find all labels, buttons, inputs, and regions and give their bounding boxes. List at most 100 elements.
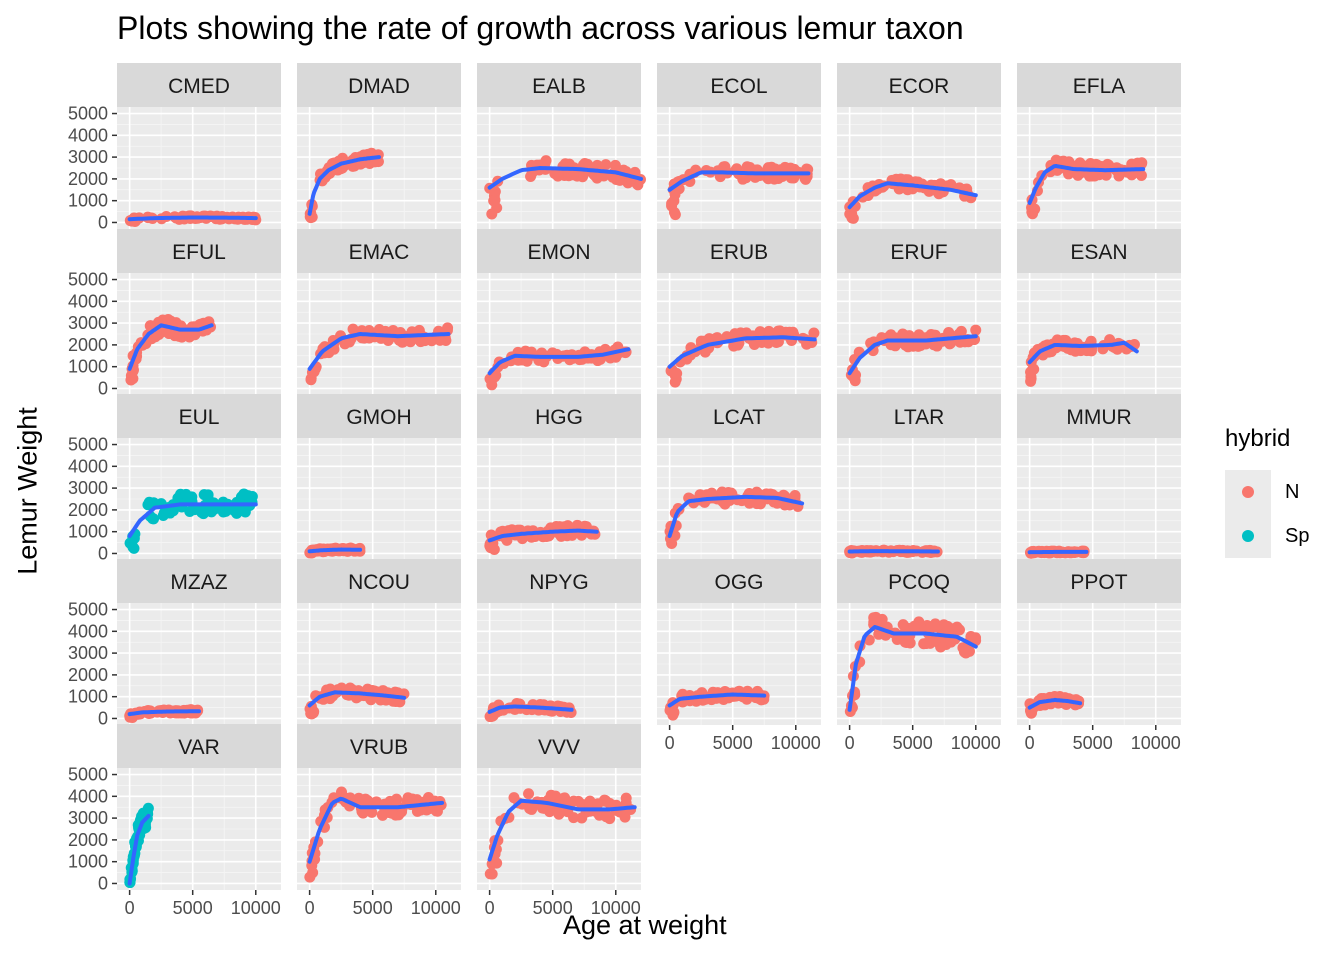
y-tick-label: 0	[98, 212, 108, 232]
x-axis-col-3: 0 5000 10000	[665, 725, 821, 753]
smooth-line-eful	[127, 323, 214, 371]
data-point-ogg	[665, 703, 677, 715]
data-point-vrub	[307, 867, 319, 879]
facet-pcoq: PCOQ	[837, 559, 1001, 725]
chart-title: Plots showing the rate of growth across …	[117, 10, 964, 46]
y-tick-label: 5000	[68, 435, 108, 455]
facet-emac: EMAC	[297, 229, 461, 395]
facet-strip-label-dmad: DMAD	[348, 75, 410, 98]
y-axis-label: Lemur Weight	[12, 407, 43, 575]
data-point-vvv	[523, 788, 535, 800]
data-point-vvv	[558, 792, 570, 804]
facet-strip-label-eful: EFUL	[172, 241, 226, 264]
facet-strip-label-eul: EUL	[179, 406, 220, 429]
facet-strip-label-mmur: MMUR	[1066, 406, 1131, 429]
smooth-line-ecor	[847, 181, 978, 210]
data-point-efla	[1050, 154, 1062, 166]
data-point-eul	[157, 509, 169, 521]
data-point-vvv	[620, 792, 632, 804]
y-tick-label: 1000	[68, 357, 108, 377]
data-point-ecor	[945, 179, 957, 191]
x-axis-col-0: 0 5000 10000	[125, 890, 281, 918]
facet-ncou: NCOU	[297, 559, 461, 725]
facet-strip-esan	[1017, 229, 1181, 273]
data-point-erub	[729, 328, 741, 340]
x-tick-label: 10000	[771, 733, 821, 753]
facet-efla: EFLA	[1017, 63, 1181, 229]
data-point-ecol	[669, 209, 681, 221]
facet-ecol: ECOL	[657, 63, 821, 229]
data-point-eul	[242, 490, 254, 502]
facet-strip-efla	[1017, 63, 1181, 107]
smooth-line-esan	[1027, 340, 1139, 365]
data-point-erub	[754, 326, 766, 338]
data-point-eruf	[885, 329, 897, 341]
smooth-line-efla	[1027, 164, 1146, 205]
y-tick-label: 4000	[68, 291, 108, 311]
data-point-erub	[808, 327, 820, 339]
smooth-line-ogg	[667, 692, 767, 708]
smooth-line-mzaz	[127, 709, 201, 717]
facet-strip-label-lcat: LCAT	[713, 406, 765, 429]
data-point-vrub	[370, 796, 382, 808]
smooth-line-ncou	[307, 690, 407, 708]
legend-title: hybrid	[1225, 425, 1291, 452]
facet-ecor: ECOR	[837, 63, 1001, 229]
y-tick-label: 5000	[68, 104, 108, 124]
data-point-vrub	[336, 786, 348, 798]
data-point-emac	[415, 336, 427, 348]
x-axis-col-2: 0 5000 10000	[485, 890, 641, 918]
y-tick-label: 5000	[68, 765, 108, 785]
y-tick-label: 2000	[68, 665, 108, 685]
facet-strip-ecol	[657, 63, 821, 107]
data-point-emac	[434, 334, 446, 346]
facet-strip-label-ncou: NCOU	[348, 571, 410, 594]
data-point-vvv	[592, 798, 604, 810]
y-tick-label: 2000	[68, 335, 108, 355]
facet-emon: EMON	[477, 229, 641, 395]
data-point-vrub	[411, 805, 423, 817]
data-point-pcoq	[929, 634, 941, 646]
data-point-ecol	[800, 173, 812, 185]
facet-ogg: OGG	[657, 559, 821, 725]
data-point-vvv	[545, 789, 557, 801]
y-tick-label: 1000	[68, 852, 108, 872]
facet-strip-eful	[117, 229, 281, 273]
y-tick-label: 3000	[68, 147, 108, 167]
facet-strip-label-pcoq: PCOQ	[888, 571, 950, 594]
smooth-line-erub	[667, 335, 817, 369]
data-point-vrub	[360, 793, 372, 805]
legend-dot-sp	[1242, 530, 1254, 542]
legend-label-sp: Sp	[1285, 525, 1310, 547]
data-point-efla	[1026, 206, 1038, 218]
smooth-line-pcoq	[847, 625, 978, 712]
y-tick-label: 4000	[68, 456, 108, 476]
y-tick-label: 3000	[68, 313, 108, 333]
data-point-esan	[1028, 363, 1040, 375]
facet-strip-label-ogg: OGG	[714, 571, 763, 594]
x-tick-label: 0	[305, 898, 315, 918]
data-point-vrub	[357, 807, 369, 819]
facet-strip-label-vvv: VVV	[538, 736, 580, 759]
data-point-pcoq	[876, 613, 888, 625]
smooth-line-ppot	[1027, 697, 1083, 710]
data-point-pcoq	[900, 634, 912, 646]
data-point-ealb	[577, 171, 589, 183]
data-point-ncou	[308, 706, 320, 718]
data-point-pcoq	[953, 624, 965, 636]
y-tick-label: 0	[98, 708, 108, 728]
facet-erub: ERUB	[657, 229, 821, 395]
smooth-line-lcat	[667, 494, 805, 538]
facet-strip-ppot	[1017, 559, 1181, 603]
facet-strip-pcoq	[837, 559, 1001, 603]
data-point-emac	[339, 338, 351, 350]
x-tick-label: 5000	[173, 898, 213, 918]
data-point-ecol	[741, 161, 753, 173]
y-tick-label: 5000	[68, 600, 108, 620]
smooth-line-var	[127, 813, 151, 886]
facet-vvv: VVV	[477, 724, 641, 890]
data-point-eruf	[900, 330, 912, 342]
data-point-efla	[1083, 169, 1095, 181]
smooth-line-ealb	[487, 166, 643, 190]
